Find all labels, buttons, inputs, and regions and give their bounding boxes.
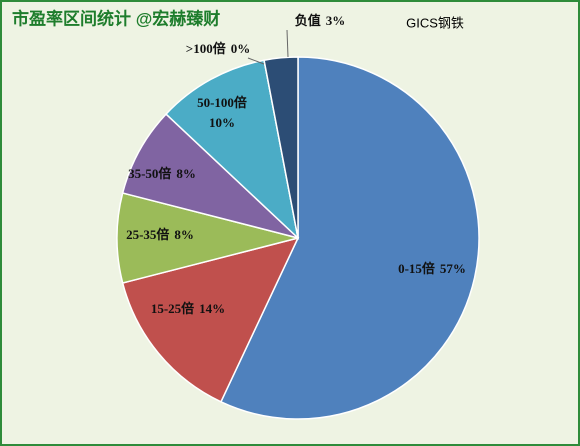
chart-subtitle: GICS钢铁 xyxy=(406,15,464,30)
pie-slice xyxy=(121,113,299,239)
label-category: 35-50倍 xyxy=(128,166,171,181)
label-category: 50-100倍 xyxy=(197,95,247,110)
label-value: 3% xyxy=(326,13,346,28)
data-label: 35-50倍 8% xyxy=(128,166,196,181)
label-value: 10% xyxy=(209,115,235,130)
label-value: 14% xyxy=(199,301,225,316)
data-label: 负值 3% xyxy=(295,13,346,28)
data-label: 50-100倍 10% xyxy=(197,95,247,130)
label-category: 15-25倍 xyxy=(151,301,194,316)
chart-title: 市盈率区间统计 @宏赫臻财 xyxy=(12,8,220,28)
data-label: 15-25倍 14% xyxy=(151,301,225,316)
label-value: 8% xyxy=(174,227,194,242)
label-value: 57% xyxy=(440,261,466,276)
data-label: 25-35倍 8% xyxy=(126,227,194,242)
pie-slice xyxy=(116,192,299,284)
pie-slice xyxy=(263,56,299,239)
label-category: 25-35倍 xyxy=(126,227,169,242)
pie-slice xyxy=(219,56,480,420)
leader-line xyxy=(286,29,289,58)
data-label: >100倍 0% xyxy=(186,41,250,56)
label-category: >100倍 xyxy=(186,41,226,56)
pie-slice xyxy=(164,59,300,241)
data-label: 0-15倍 57% xyxy=(398,261,466,276)
label-value: 0% xyxy=(231,41,251,56)
label-category: 0-15倍 xyxy=(398,261,435,276)
label-category: 负值 xyxy=(295,13,321,28)
label-value: 8% xyxy=(176,166,196,181)
leader-line xyxy=(247,57,265,65)
pie-slice xyxy=(121,236,300,403)
